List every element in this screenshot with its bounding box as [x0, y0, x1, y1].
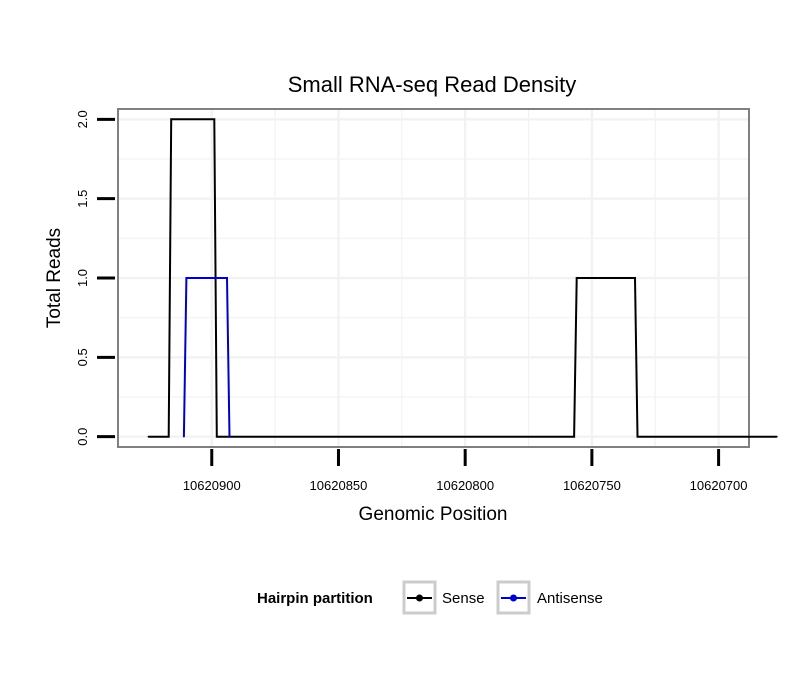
- data-point-sense: [776, 435, 778, 438]
- data-point-sense: [213, 118, 216, 121]
- y-tick-label-0: 0.0: [75, 428, 90, 446]
- x-tick-label-4: 10620700: [690, 478, 748, 493]
- x-tick-label-0: 10620900: [183, 478, 241, 493]
- data-point-sense: [147, 435, 150, 438]
- y-tick-label-2: 1.0: [75, 269, 90, 287]
- data-point-antisense: [228, 435, 231, 438]
- y-tick-label-4: 2.0: [75, 110, 90, 128]
- legend-title: Hairpin partition: [257, 590, 373, 607]
- series-lines: [147, 118, 778, 438]
- data-point-sense: [167, 435, 170, 438]
- chart-title: Small RNA-seq Read Density: [288, 72, 577, 97]
- data-point-sense: [170, 118, 173, 121]
- x-tick-label-1: 10620850: [310, 478, 368, 493]
- data-point-sense: [216, 435, 218, 438]
- legend-label-antisense: Antisense: [537, 590, 603, 607]
- data-point-sense: [575, 277, 578, 279]
- data-point-sense: [636, 435, 639, 438]
- data-point-sense: [634, 277, 636, 279]
- data-point-antisense: [226, 277, 228, 279]
- data-point-antisense: [183, 435, 185, 438]
- legend-point-sense: [416, 594, 423, 602]
- x-axis-title: Genomic Position: [359, 504, 508, 525]
- y-tick-label-3: 1.5: [75, 190, 90, 208]
- series-line-antisense: [182, 277, 231, 437]
- x-tick-label-3: 10620750: [563, 478, 621, 493]
- series-line-sense: [148, 118, 777, 438]
- x-tick-label-2: 10620800: [436, 478, 494, 493]
- data-point-sense: [573, 435, 575, 438]
- legend-label-sense: Sense: [442, 590, 485, 607]
- legend-point-antisense: [510, 594, 517, 602]
- data-point-antisense: [185, 277, 188, 279]
- axis-ticks: 10620900 10620850 10620800 10620750 10620700…: [75, 110, 748, 493]
- y-axis-title: Total Reads: [44, 228, 65, 328]
- legend: Hairpin partition Sense Antisense: [257, 580, 603, 615]
- y-tick-label-1: 0.5: [75, 348, 90, 366]
